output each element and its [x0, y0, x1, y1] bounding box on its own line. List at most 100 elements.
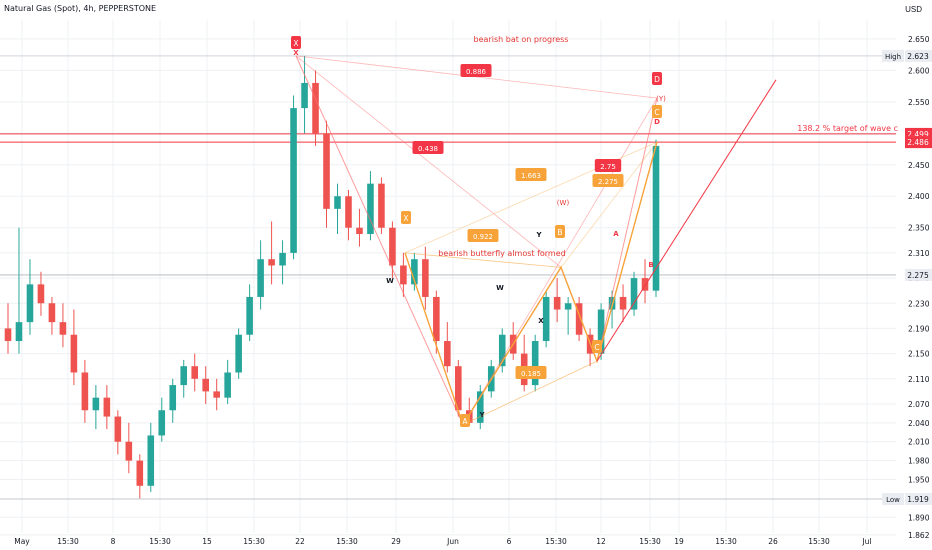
candle-body: [213, 391, 220, 398]
candle-body: [191, 366, 199, 379]
candle-body: [345, 196, 352, 228]
candle-body: [356, 227, 363, 235]
candle-body: [103, 397, 111, 417]
pattern-point-label: X: [293, 39, 298, 48]
pattern-point-box: [401, 211, 411, 224]
wave-label: B: [648, 261, 653, 269]
ratio-label-box: [592, 174, 624, 187]
ratio-label: 2.275: [598, 178, 618, 186]
annotation-target: 138.2 % target of wave c: [797, 124, 898, 133]
x-tick-label: 15:30: [715, 537, 737, 546]
candle-body: [48, 303, 56, 323]
ratio-label-box: [467, 229, 499, 242]
y-tick-label: 1.890: [908, 513, 930, 522]
candle-body: [114, 416, 122, 442]
x-tick-label: 6: [507, 537, 512, 546]
pattern-point-box: [652, 72, 662, 85]
ratio-label: 0.886: [466, 68, 487, 76]
candle-body: [26, 284, 34, 323]
candle-body: [608, 296, 616, 310]
candle-body: [246, 296, 253, 335]
candle-body: [180, 366, 188, 386]
butterfly-bd-line: [560, 141, 658, 268]
annotation-butterfly: bearish butterfly almost formed: [438, 249, 565, 258]
bat-bd-line: [462, 97, 658, 425]
price-tag-value: 2.275: [907, 271, 929, 280]
wave-label: W: [386, 277, 394, 285]
ratio-label: 0.438: [418, 145, 438, 153]
candle-body: [553, 296, 561, 310]
pattern-point-label: B: [557, 228, 562, 237]
candle-body: [158, 410, 166, 436]
x-tick-label: 19: [674, 537, 684, 546]
butterfly-xb-line: [404, 252, 562, 268]
price-tag-box: [905, 136, 932, 149]
ratio-label: 0.185: [521, 370, 541, 378]
candle-body: [59, 322, 67, 335]
pattern-point-label: X: [403, 214, 408, 223]
candle-body: [268, 259, 275, 266]
candle-body: [147, 435, 155, 486]
candle-body: [125, 441, 133, 461]
wave-label: Y: [535, 231, 542, 239]
price-tag-value: 2.486: [907, 138, 929, 147]
x-tick-label: 15:30: [808, 537, 830, 546]
x-tick-label: 8: [111, 537, 116, 546]
y-tick-label: 2.040: [908, 419, 930, 428]
x-tick-label: 22: [295, 537, 305, 546]
candle-body: [400, 265, 407, 285]
y-tick-label: 2.400: [908, 192, 930, 201]
pattern-point-label: A: [462, 417, 468, 426]
y-tick-label: 1.862: [908, 531, 930, 540]
candle-body: [70, 334, 78, 373]
annotation-bat: bearish bat on progress: [474, 35, 569, 44]
y-tick-label: 1.980: [908, 457, 930, 466]
candle-body: [389, 227, 396, 266]
x-tick-label: 29: [391, 537, 401, 546]
pattern-point-box: [555, 225, 565, 238]
pattern-point-box: [291, 36, 301, 49]
y-tick-label: 2.600: [908, 66, 930, 75]
ratio-label-box: [515, 366, 547, 379]
candle-body: [444, 341, 451, 367]
candle-body: [37, 284, 45, 304]
candle-body: [378, 183, 385, 228]
x-tick-label: 15:30: [639, 537, 661, 546]
ratio-label: 2.75: [600, 163, 616, 171]
y-tick-label: 2.070: [908, 400, 930, 409]
bat-xb-line: [295, 55, 562, 268]
candle-body: [542, 296, 550, 342]
wave-label: A: [613, 230, 619, 238]
ratio-label: 1.663: [521, 172, 541, 180]
y-tick-label: 2.110: [908, 375, 930, 384]
candle-body: [290, 108, 297, 253]
y-tick-label: 2.450: [908, 161, 930, 170]
ratio-label: 0.922: [473, 233, 493, 241]
wave-label: D: [654, 118, 660, 126]
price-tag-box: [905, 493, 932, 506]
candle-body: [279, 252, 286, 266]
price-tag-name-box: [882, 493, 904, 506]
pattern-point-label: D: [654, 75, 660, 84]
candle-body: [531, 341, 539, 386]
butterfly-ac-line: [462, 360, 598, 426]
x-tick-label: 15:30: [57, 537, 79, 546]
candle-body: [575, 303, 583, 335]
ratio-label-box: [515, 168, 547, 181]
price-tag-value: 1.919: [907, 495, 929, 504]
candle-body: [641, 278, 649, 291]
trend-line: [596, 79, 777, 362]
x-tick-label: May: [14, 537, 30, 546]
y-tick-label: 2.350: [908, 224, 930, 233]
candle-body: [334, 196, 341, 209]
y-tick-label: 2.190: [908, 324, 930, 333]
y-tick-label: 2.550: [908, 98, 930, 107]
price-tag-name: High: [885, 53, 901, 61]
y-tick-label: 2.650: [908, 35, 930, 44]
x-tick-label: 15:30: [336, 537, 358, 546]
candle-body: [301, 82, 308, 109]
candle-body: [235, 334, 242, 373]
candle-body: [597, 309, 605, 354]
